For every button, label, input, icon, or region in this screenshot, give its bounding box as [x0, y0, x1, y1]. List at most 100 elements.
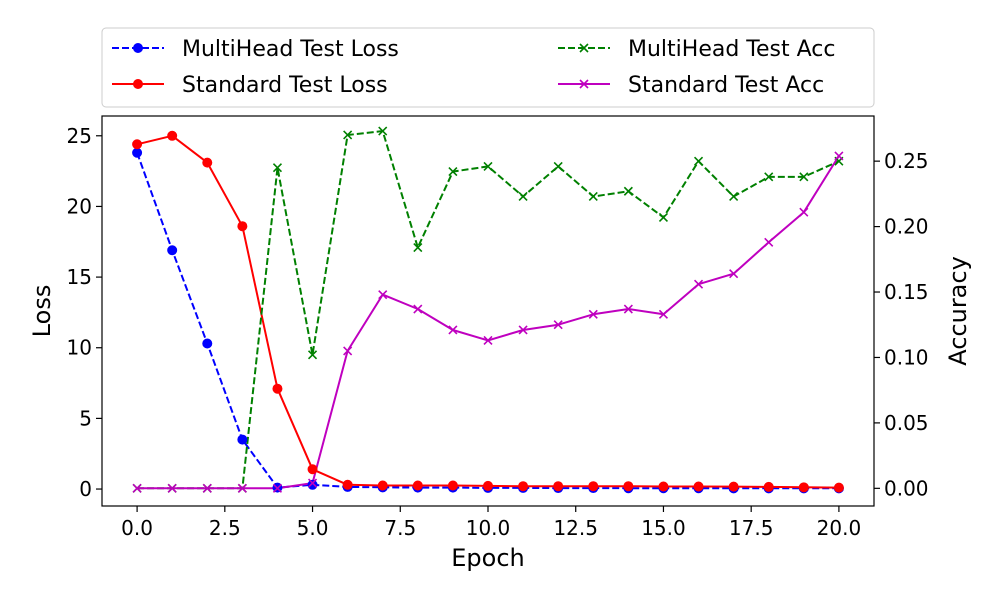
standard-test-acc-point: [167, 483, 177, 493]
x-axis-label: Epoch: [451, 544, 525, 572]
legend: MultiHead Test Loss Standard Test Loss Mul…: [101, 27, 875, 108]
y-left-tick-label: 10: [67, 336, 92, 360]
y-axis-right-label: Accuracy: [944, 256, 972, 366]
standard-test-acc-point: [729, 269, 739, 279]
multihead-test-acc-point: [378, 126, 388, 136]
standard-test-acc-point: [132, 483, 142, 493]
standard-test-acc-point: [553, 320, 563, 330]
multihead-test-acc-point: [553, 161, 563, 171]
legend-label: Standard Test Loss: [182, 73, 388, 98]
standard-test-loss-point: [272, 383, 283, 394]
standard-test-acc-point: [834, 151, 844, 161]
standard-test-loss-point: [132, 139, 143, 150]
legend-marker-swatch: [579, 79, 589, 89]
standard-test-acc-point: [237, 483, 247, 493]
standard-test-loss-point: [518, 481, 529, 492]
y-left-tick-label: 5: [79, 406, 92, 430]
standard-test-acc-point: [448, 325, 458, 335]
standard-test-loss-point: [658, 481, 669, 492]
standard-test-acc-markers: [132, 151, 844, 493]
multihead-test-acc-point: [693, 156, 704, 166]
standard-test-acc-point: [693, 279, 704, 289]
legend-frame: [101, 27, 875, 108]
legend-items: MultiHead Test Loss Standard Test Loss Mul…: [112, 37, 835, 98]
multihead-test-acc-point: [413, 242, 423, 253]
standard-test-loss-markers: [132, 130, 844, 493]
series-markers-layer: [132, 126, 844, 494]
standard-test-loss-point: [483, 480, 493, 491]
multihead-test-loss-point: [132, 147, 143, 158]
x-tick-label: 0.0: [121, 516, 153, 540]
standard-test-acc-point: [483, 335, 493, 346]
legend-label: MultiHead Test Loss: [182, 37, 399, 62]
legend-marker-swatch: [579, 43, 589, 53]
multihead-test-acc-point: [588, 191, 598, 202]
y-right-tick-label: 0.25: [884, 149, 929, 173]
standard-test-loss-point: [553, 481, 564, 492]
x-tick-label: 17.5: [729, 516, 774, 540]
y-left-tick-label: 0: [79, 477, 92, 501]
multihead-test-acc-point: [343, 130, 353, 140]
x-tick-label: 7.5: [384, 516, 416, 540]
y-right-tick-label: 0.20: [884, 215, 929, 239]
standard-test-loss-point: [377, 480, 388, 491]
standard-test-loss-point: [167, 130, 178, 141]
standard-test-loss-point: [728, 481, 739, 492]
standard-test-loss-point: [623, 481, 634, 492]
legend-marker-swatch: [133, 79, 143, 89]
standard-test-acc-point: [307, 478, 318, 488]
standard-test-acc-point: [413, 304, 423, 314]
x-tick-label: 5.0: [297, 516, 329, 540]
standard-test-acc-point: [202, 483, 212, 493]
multihead-test-acc-point: [272, 163, 283, 173]
standard-test-acc-point: [518, 325, 528, 335]
y-right-tick-label: 0.15: [884, 280, 929, 304]
multihead-test-acc-point: [518, 191, 528, 202]
y-right-tick-label: 0.00: [884, 476, 929, 500]
legend-item-multihead-test-acc: MultiHead Test Acc: [558, 37, 835, 62]
standard-test-loss-point: [342, 479, 353, 490]
legend-item-standard-test-acc: Standard Test Acc: [558, 73, 824, 98]
plot-frame: [101, 115, 875, 507]
y-left-tick-label: 25: [67, 124, 92, 148]
standard-test-loss-point: [763, 481, 774, 492]
multihead-test-acc-point: [764, 172, 774, 182]
standard-test-acc-point: [343, 346, 353, 356]
y-left-tick-label: 20: [67, 194, 92, 218]
standard-test-loss-point: [798, 482, 809, 493]
x-tick-label: 20.0: [817, 516, 862, 540]
y-right-tick-label: 0.10: [884, 345, 929, 369]
multihead-test-loss-point: [167, 245, 178, 256]
legend-item-multihead-test-loss: MultiHead Test Loss: [112, 37, 399, 62]
standard-test-acc-point: [272, 483, 283, 493]
multihead-test-acc-point: [729, 191, 739, 202]
multihead-test-loss-point: [307, 479, 318, 490]
y-right-tick-label: 0.05: [884, 411, 929, 435]
standard-test-loss-point: [202, 157, 213, 168]
standard-test-loss-point: [693, 481, 704, 492]
standard-test-loss-point: [237, 221, 248, 232]
multihead-test-acc-point: [658, 212, 669, 222]
multihead-test-loss-point: [237, 434, 248, 445]
axis-ticks-layer: 0.0 2.5 5.0 7.5 10.0 12.5 15.0 17.5 20.0 0 5 10 15 20…: [67, 124, 929, 540]
standard-test-loss-point: [307, 464, 318, 475]
multihead-test-acc-point: [623, 186, 633, 196]
legend-marker-swatch: [133, 43, 143, 53]
x-tick-label: 15.0: [641, 516, 686, 540]
legend-item-standard-test-loss: Standard Test Loss: [112, 73, 388, 98]
standard-test-loss-point: [588, 481, 599, 492]
multihead-test-acc-point: [307, 350, 318, 360]
legend-label: Standard Test Acc: [628, 73, 824, 98]
multihead-test-loss-point: [202, 338, 213, 349]
standard-test-loss-point: [412, 480, 423, 491]
x-tick-label: 2.5: [209, 516, 241, 540]
standard-test-acc-point: [378, 290, 388, 300]
multihead-test-acc-point: [799, 172, 809, 182]
multihead-test-acc-point: [448, 167, 458, 177]
x-tick-label: 12.5: [553, 516, 598, 540]
standard-test-loss-point: [833, 482, 844, 493]
standard-test-acc-point: [658, 309, 669, 319]
standard-test-loss-point: [447, 480, 458, 491]
standard-test-acc-point: [623, 304, 633, 314]
